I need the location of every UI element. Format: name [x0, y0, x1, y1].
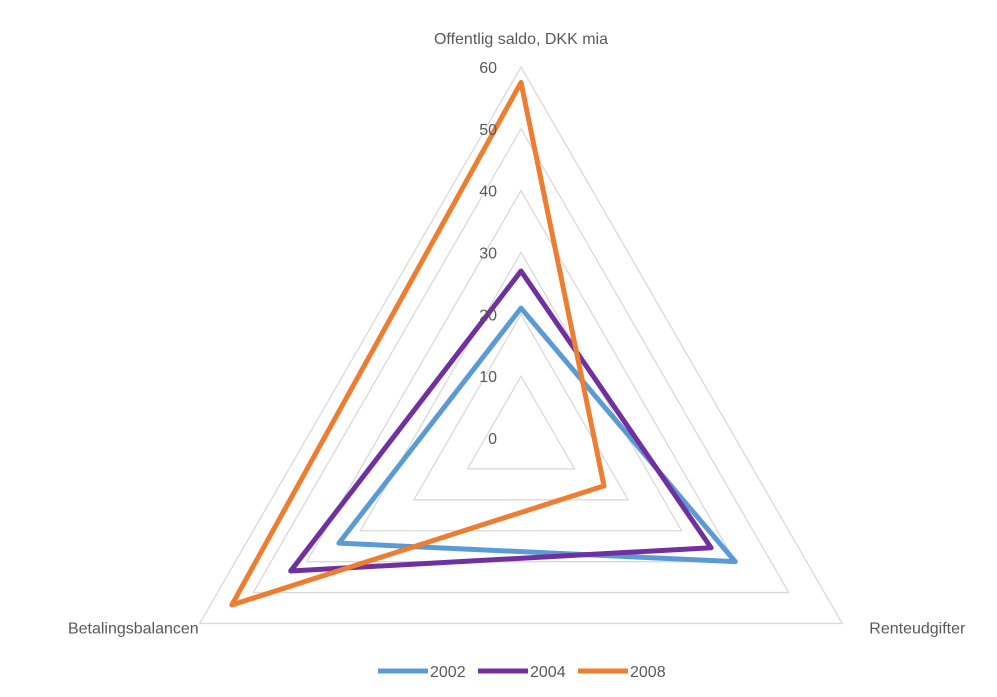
legend-item-2004: 2004	[478, 664, 566, 681]
tick-labels: 0 10 20 30 40 50 60	[479, 60, 497, 448]
tick-label-20: 20	[479, 307, 497, 324]
series-2004-line	[288, 268, 714, 574]
series-2008-line	[229, 79, 607, 608]
gridline-20	[412, 313, 630, 501]
tick-label-50: 50	[479, 122, 497, 139]
gridline-30	[359, 251, 683, 532]
tick-label-10: 10	[479, 369, 497, 386]
tick-label-40: 40	[479, 184, 497, 201]
axis-label-1: Renteudgifter	[869, 621, 966, 638]
series-layer	[229, 79, 738, 608]
legend: 2002 2004 2008	[378, 664, 666, 681]
legend-label-2008: 2008	[630, 664, 666, 681]
axis-labels: Offentlig saldo, DKK mia Renteudgifter Bet…	[68, 31, 966, 638]
series-2002-line	[336, 305, 738, 565]
gridline-50	[252, 127, 790, 594]
gridline-10	[466, 374, 576, 470]
legend-label-2002: 2002	[430, 664, 466, 681]
tick-label-0: 0	[488, 431, 497, 448]
legend-label-2004: 2004	[530, 664, 566, 681]
tick-label-30: 30	[479, 246, 497, 263]
gridline-40	[305, 189, 737, 563]
legend-item-2002: 2002	[378, 664, 466, 681]
axis-label-0: Offentlig saldo, DKK mia	[434, 31, 608, 48]
axis-label-2: Betalingsbalancen	[68, 621, 199, 638]
legend-item-2008: 2008	[578, 664, 666, 681]
gridline-60	[198, 65, 844, 625]
grid-layer	[198, 65, 844, 625]
tick-label-60: 60	[479, 60, 497, 77]
